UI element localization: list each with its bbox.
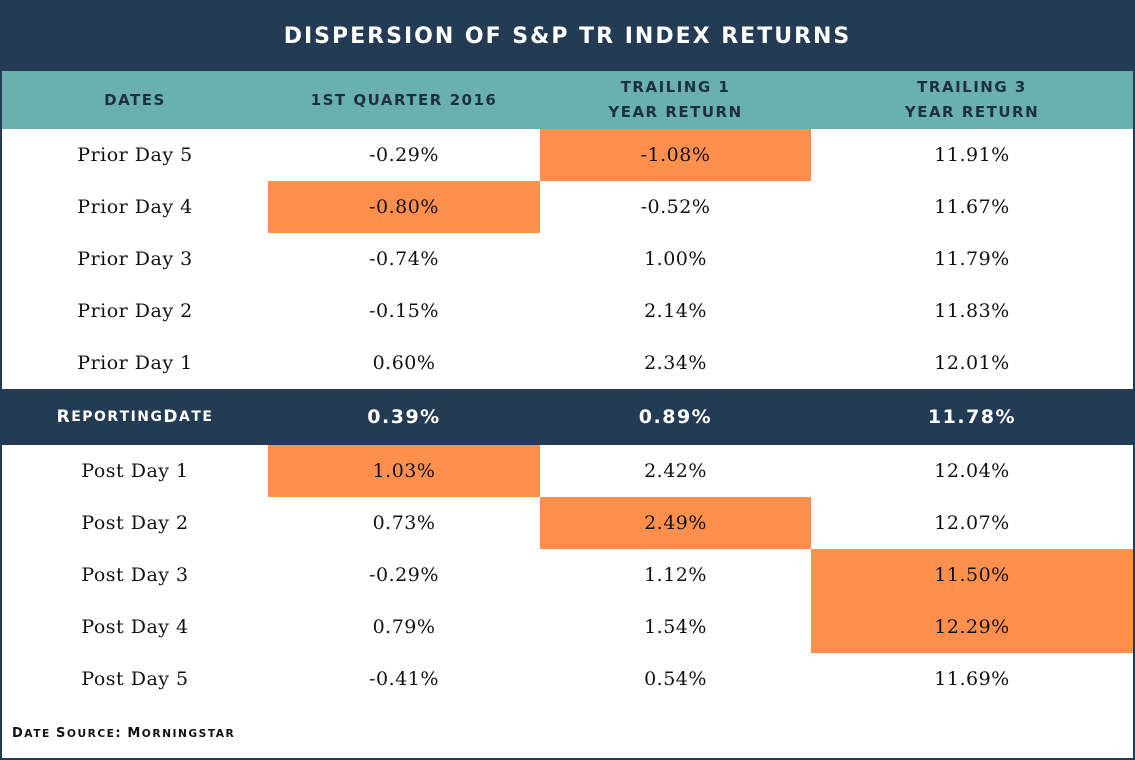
- value-cell: 0.60%: [372, 352, 436, 374]
- value-cell: -0.52%: [640, 196, 711, 218]
- header-dates: DATES: [104, 90, 166, 109]
- row-label: Prior Day 2: [77, 300, 193, 322]
- header-trailing-1-year: TRAILING 1 YEAR RETURN: [608, 78, 743, 121]
- row-label: Prior Day 1: [77, 352, 193, 374]
- row-label: Post Day 3: [81, 564, 189, 586]
- highlighted-value-cell: -1.08%: [540, 129, 811, 181]
- value-cell: 12.04%: [934, 460, 1010, 482]
- row-label: Prior Day 4: [77, 196, 193, 218]
- table-title: DISPERSION OF S&P TR INDEX RETURNS: [2, 2, 1133, 71]
- highlighted-value-cell: 2.49%: [540, 497, 811, 549]
- row-label: Post Day 5: [81, 668, 189, 690]
- value-cell: 11.67%: [934, 196, 1010, 218]
- table-row: Post Day 5 -0.41% 0.54% 11.69%: [2, 653, 1133, 705]
- value-cell: 0.73%: [372, 512, 436, 534]
- table-row: Prior Day 3 -0.74% 1.00% 11.79%: [2, 233, 1133, 285]
- header-trailing-3-year: TRAILING 3 YEAR RETURN: [904, 78, 1040, 121]
- table-row: Prior Day 5 -0.29% -1.08% 11.91%: [2, 129, 1133, 181]
- row-label: Prior Day 3: [77, 248, 193, 270]
- highlighted-value-cell: 12.29%: [811, 601, 1133, 653]
- value-cell: 0.54%: [644, 668, 707, 690]
- row-label: Post Day 1: [81, 460, 189, 482]
- value-cell: -0.29%: [369, 144, 439, 166]
- table-row: Post Day 1 1.03% 2.42% 12.04%: [2, 445, 1133, 497]
- row-label: Prior Day 5: [77, 144, 193, 166]
- value-cell: -0.41%: [369, 668, 439, 690]
- table-row: Post Day 3 -0.29% 1.12% 11.50%: [2, 549, 1133, 601]
- value-cell: 11.69%: [934, 668, 1010, 690]
- value-cell: 11.83%: [934, 300, 1010, 322]
- value-cell: 2.14%: [644, 300, 707, 322]
- table-row: Prior Day 1 0.60% 2.34% 12.01%: [2, 337, 1133, 389]
- row-label: Post Day 4: [81, 616, 189, 638]
- value-cell: 12.01%: [934, 352, 1010, 374]
- highlighted-value-cell: 1.03%: [268, 445, 540, 497]
- table-row: Post Day 4 0.79% 1.54% 12.29%: [2, 601, 1133, 653]
- value-cell: -0.74%: [369, 248, 439, 270]
- value-cell: 1.00%: [644, 248, 707, 270]
- value-cell: 0.79%: [372, 616, 436, 638]
- header-row: DATES 1ST QUARTER 2016 TRAILING 1 YEAR R…: [2, 71, 1133, 129]
- value-cell: 0.89%: [638, 406, 713, 428]
- value-cell: 11.79%: [934, 248, 1010, 270]
- value-cell: 11.91%: [934, 144, 1010, 166]
- value-cell: 2.42%: [644, 460, 707, 482]
- value-cell: 11.78%: [927, 406, 1017, 428]
- highlighted-value-cell: 11.50%: [811, 549, 1133, 601]
- value-cell: -0.15%: [369, 300, 439, 322]
- highlighted-value-cell: -0.80%: [268, 181, 540, 233]
- value-cell: 12.07%: [934, 512, 1010, 534]
- row-label: Post Day 2: [81, 512, 189, 534]
- value-cell: 0.39%: [367, 406, 441, 428]
- value-cell: 2.34%: [644, 352, 707, 374]
- table-row: Prior Day 2 -0.15% 2.14% 11.83%: [2, 285, 1133, 337]
- table-row: Prior Day 4 -0.80% -0.52% 11.67%: [2, 181, 1133, 233]
- value-cell: -0.29%: [369, 564, 439, 586]
- table-row: Post Day 2 0.73% 2.49% 12.07%: [2, 497, 1133, 549]
- value-cell: 1.12%: [644, 564, 707, 586]
- header-quarter: 1ST QUARTER 2016: [310, 90, 498, 109]
- source-note: DATE SOURCE: MORNINGSTAR: [12, 726, 236, 741]
- value-cell: 1.54%: [644, 616, 707, 638]
